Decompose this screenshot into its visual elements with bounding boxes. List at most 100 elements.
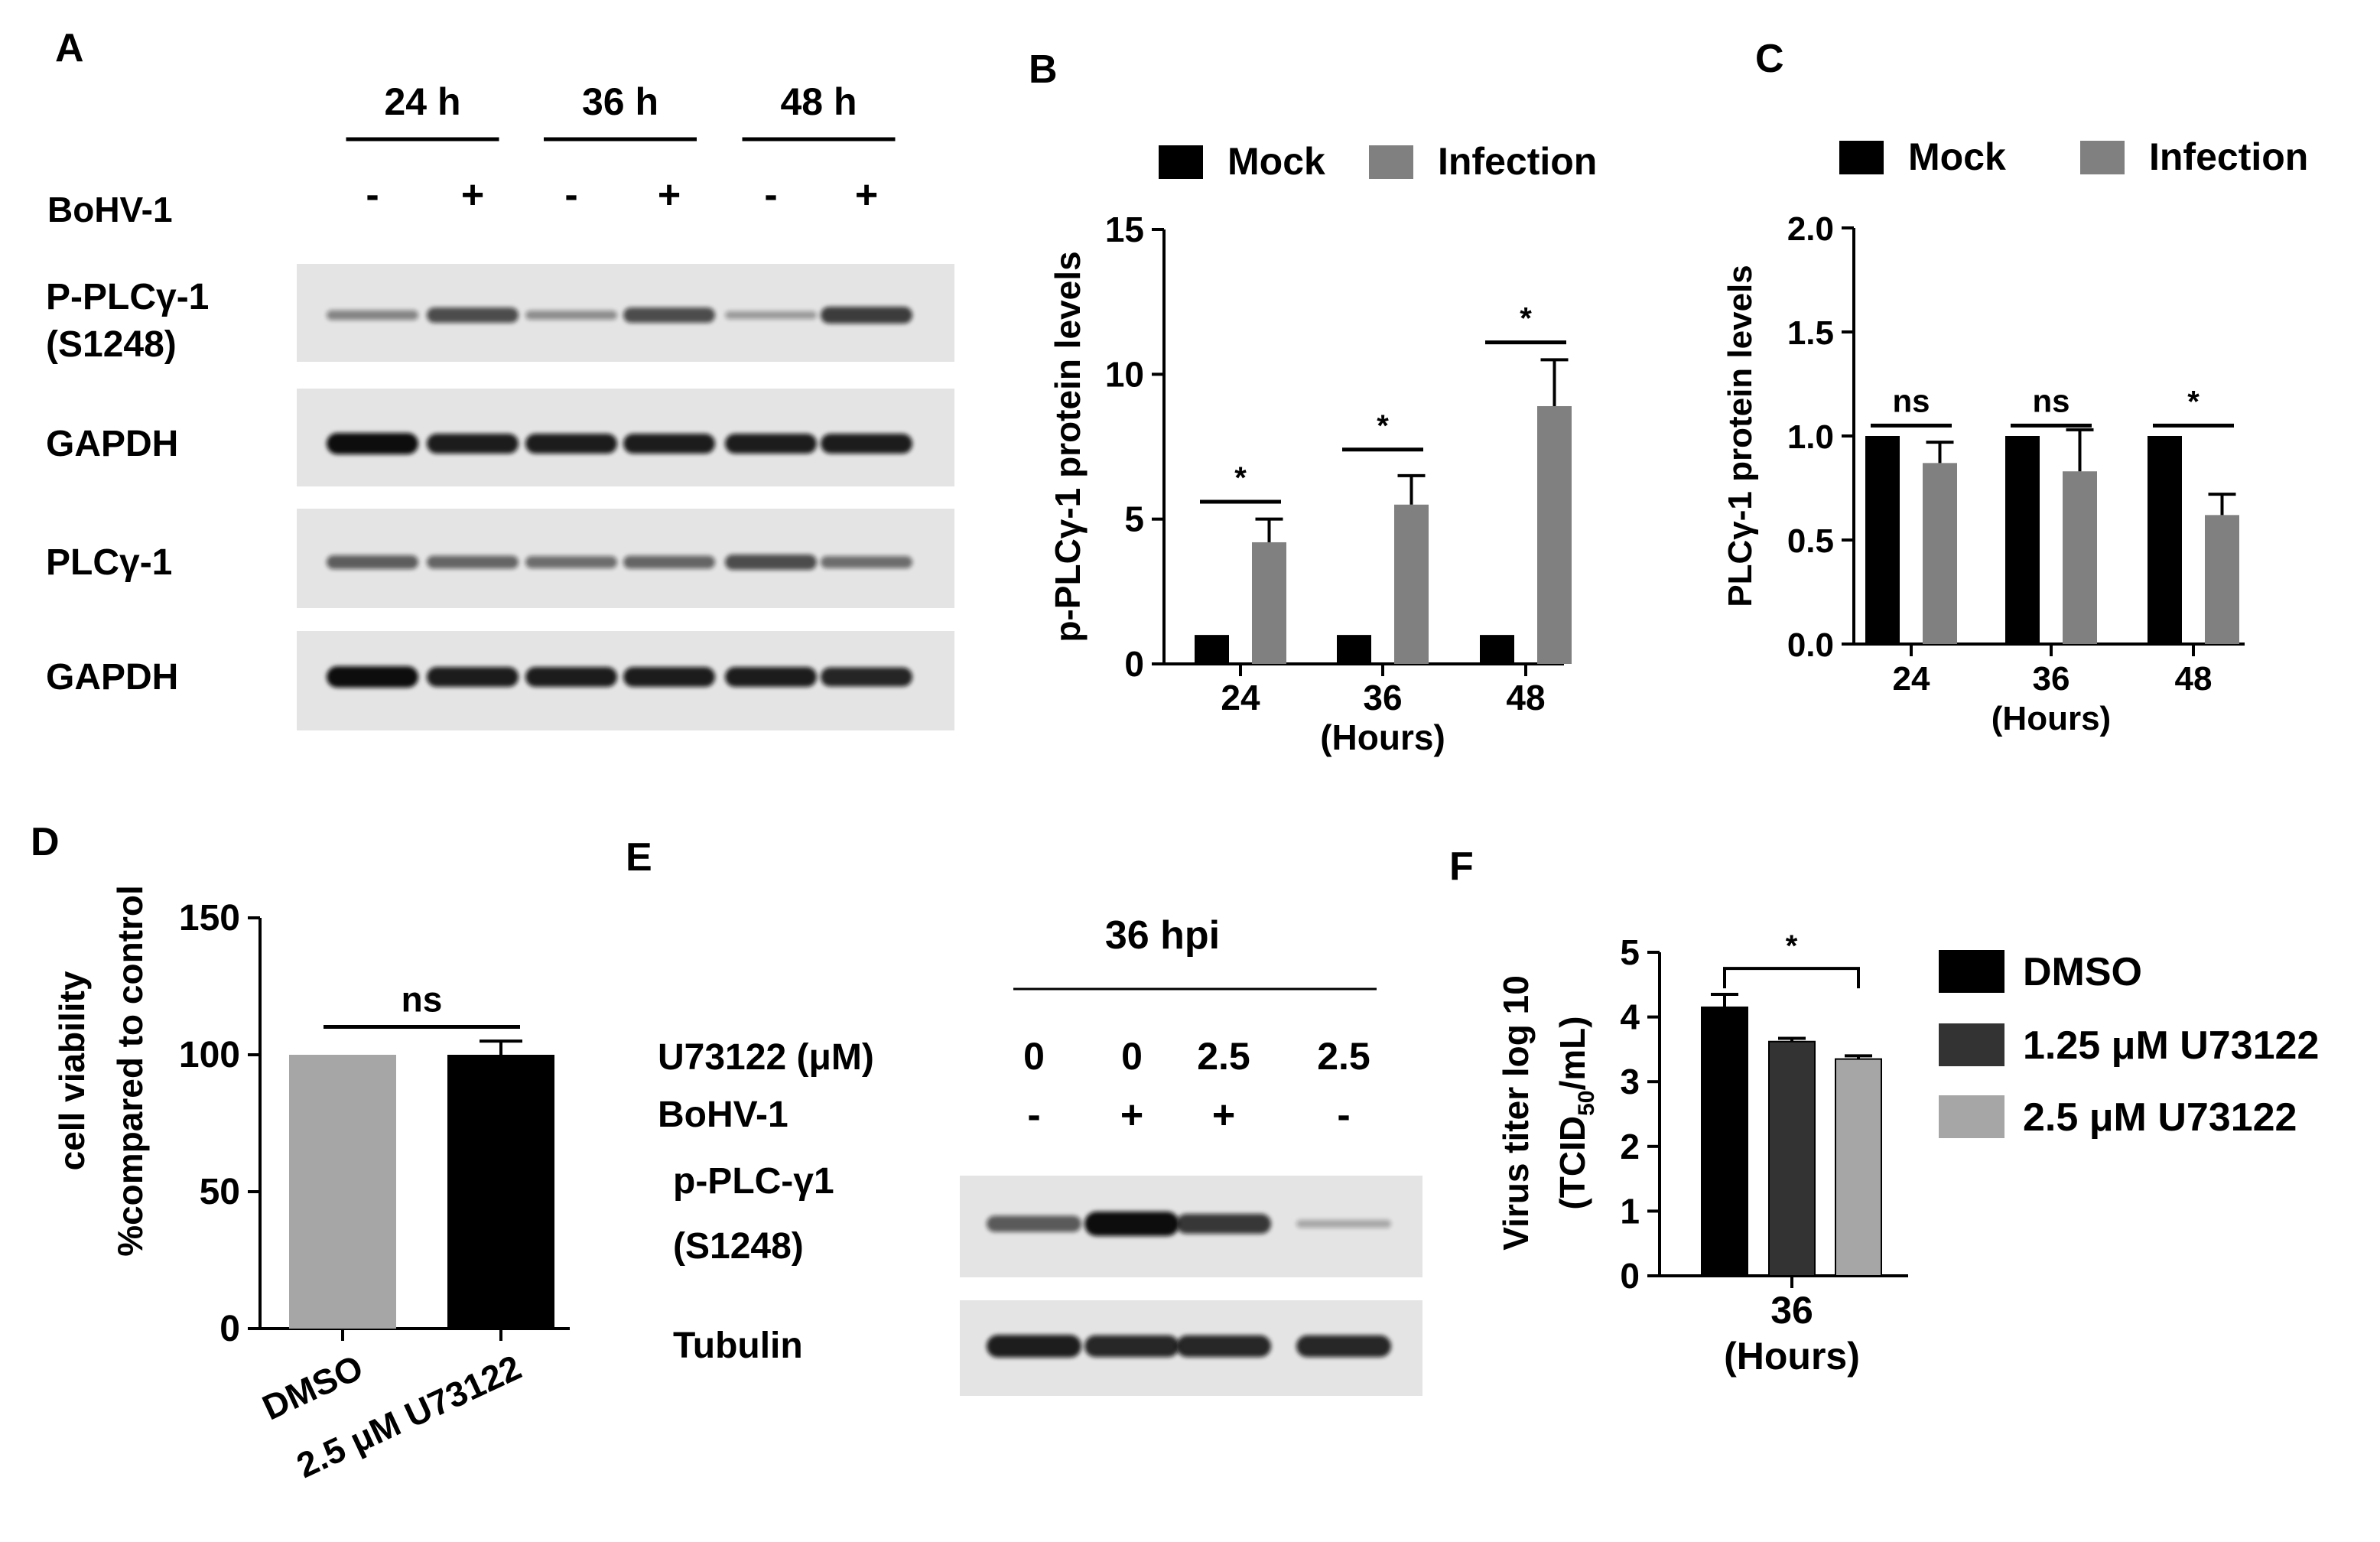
chart-f-legend-label: 1.25 μM U73122 <box>2023 1023 2319 1068</box>
blot-a-band <box>525 311 617 320</box>
blot-a-band <box>821 556 912 568</box>
chart-b-significance-label: * <box>1520 302 1532 336</box>
blot-e-band <box>1176 1335 1271 1358</box>
blot-a-band <box>327 555 418 569</box>
chart-d-cell-viability: 0 50 100 150 cell viability %compared to cont… <box>52 885 570 1485</box>
blot-a-treatment-sign: + <box>461 173 484 217</box>
chart-c-bar <box>1865 436 1900 644</box>
chart-f-y-tick-label: 0 <box>1620 1256 1640 1296</box>
chart-c-y-tick-label: 0.0 <box>1787 626 1834 664</box>
blot-a-band <box>327 433 418 454</box>
chart-c-x-tick-label: 48 <box>2175 660 2213 698</box>
chart-b-y-axis-label: p-PLCγ-1 protein levels <box>1048 251 1088 642</box>
blot-a-band <box>725 311 817 320</box>
chart-d-y-tick-label: 100 <box>179 1035 240 1075</box>
blot-e-treatment-sign: - <box>1027 1093 1040 1137</box>
chart-b-legend-swatch <box>1369 145 1413 179</box>
blot-a-band <box>623 555 715 569</box>
chart-b-bar <box>1337 635 1371 664</box>
blot-e-header: 36 hpi <box>1105 913 1220 958</box>
blot-e-treatment-sign: - <box>1337 1093 1350 1137</box>
chart-f-bar <box>1768 1040 1816 1277</box>
chart-c-y-tick-label: 1.0 <box>1787 418 1834 456</box>
chart-f-bar <box>1835 1058 1882 1277</box>
chart-d-y-tick-label: 150 <box>179 898 240 939</box>
chart-c-bar <box>2063 471 2097 644</box>
panel-letter-b: B <box>1029 47 1058 92</box>
blot-e-treatment-sign: + <box>1212 1093 1235 1137</box>
panel-letter-c: C <box>1755 37 1784 81</box>
blot-e-band <box>987 1335 1081 1358</box>
blot-a-band <box>525 434 617 454</box>
chart-b-y-tick-label: 5 <box>1124 499 1144 539</box>
chart-b-y-tick-label: 10 <box>1105 354 1144 394</box>
chart-d-y-axis-label: %compared to control <box>110 885 150 1257</box>
blot-e-band <box>1084 1335 1179 1358</box>
blot-e-row-label: Tubulin <box>673 1326 803 1366</box>
chart-d-bar <box>447 1055 554 1329</box>
chart-b-x-axis-label: (Hours) <box>1320 717 1445 757</box>
chart-c-legend-swatch <box>2080 141 2125 174</box>
blot-a-band <box>327 666 418 688</box>
chart-b-significance-label: * <box>1377 409 1389 443</box>
chart-f-significance-bracket <box>1723 967 1860 989</box>
chart-b-bar <box>1252 542 1286 664</box>
chart-f-y-unit-pre: (TCID <box>1553 1116 1592 1210</box>
chart-f-y-tick-label: 5 <box>1620 932 1640 972</box>
blot-a-band <box>427 667 519 687</box>
blot-a-row-label: GAPDH <box>46 657 178 698</box>
chart-b-bar <box>1394 504 1429 664</box>
chart-f-legend-swatch <box>1939 1095 2004 1138</box>
blot-e-inhibitor-label: U73122 (μM) <box>658 1037 874 1078</box>
chart-f-x-tick-label: 36 <box>1770 1289 1813 1332</box>
blot-e-band <box>1084 1212 1179 1236</box>
western-blot-a: 24 h 36 h 48 h BoHV-1 - + - + - + P-PLCγ-1 (S1248) G… <box>46 80 954 730</box>
blot-a-treatment-sign: + <box>658 173 681 217</box>
blot-a-row-label: GAPDH <box>46 424 178 464</box>
chart-c-legend-label: Mock <box>1908 135 2006 178</box>
blot-e-inhibitor-value: 0 <box>1121 1035 1143 1078</box>
chart-c-significance-label: ns <box>2032 382 2069 418</box>
blot-a-band <box>725 434 817 454</box>
chart-f-y-tick-label: 2 <box>1620 1127 1640 1166</box>
chart-c-y-tick-label: 0.5 <box>1787 522 1834 560</box>
blot-e-inhibitor-value: 0 <box>1023 1035 1045 1078</box>
chart-f-y-axis-unit: (TCID50/mL) <box>1553 1016 1599 1209</box>
panel-letter-a: A <box>55 26 84 70</box>
chart-c-y-axis-label: PLCγ-1 protein levels <box>1722 265 1759 607</box>
chart-b-legend-swatch <box>1159 145 1203 179</box>
blot-a-band <box>623 667 715 687</box>
chart-c-x-axis-label: (Hours) <box>1991 700 2111 737</box>
chart-d-significance-label: ns <box>402 979 443 1019</box>
chart-b-x-tick-label: 24 <box>1221 678 1260 717</box>
chart-f-legend-swatch <box>1939 950 2004 993</box>
chart-c-bar <box>1923 463 1957 644</box>
blot-a-band <box>427 555 519 569</box>
chart-d-x-tick-label: DMSO <box>256 1347 369 1427</box>
chart-b-bar <box>1537 405 1572 664</box>
chart-f-legend-swatch <box>1939 1023 2004 1066</box>
chart-b-significance-label: * <box>1234 461 1247 495</box>
chart-f-virus-titer: 0 1 2 3 4 5 Virus titer log 10 (TCID50/mL) 36(Ho… <box>1496 929 2319 1378</box>
blot-a-row-label: P-PLCγ-1 <box>46 277 209 317</box>
blot-a-treatment-sign: - <box>764 173 777 217</box>
blot-a-band <box>725 667 817 687</box>
blot-a-band <box>525 667 617 687</box>
blot-a-timepoint-label: 36 h <box>582 80 658 123</box>
chart-c-bar <box>2148 436 2182 644</box>
blot-a-band <box>427 434 519 454</box>
chart-f-y-axis-label: Virus titer log 10 <box>1496 975 1536 1251</box>
chart-b-x-tick-label: 36 <box>1363 678 1402 717</box>
panel-letter-d: D <box>31 820 60 864</box>
chart-b-legend-label: Infection <box>1438 140 1597 183</box>
chart-d-y-tick-label: 50 <box>200 1172 240 1212</box>
panel-letter-e: E <box>626 835 652 880</box>
chart-d-bar <box>289 1055 396 1329</box>
blot-a-timepoint-label: 48 h <box>780 80 857 123</box>
chart-f-legend-label: DMSO <box>2023 950 2142 994</box>
blot-a-band <box>821 434 912 454</box>
blot-a-treatment-sign: - <box>366 173 379 217</box>
blot-a-timepoint-label: 24 h <box>384 80 460 123</box>
chart-f-y-unit-post: /mL) <box>1553 1016 1592 1090</box>
